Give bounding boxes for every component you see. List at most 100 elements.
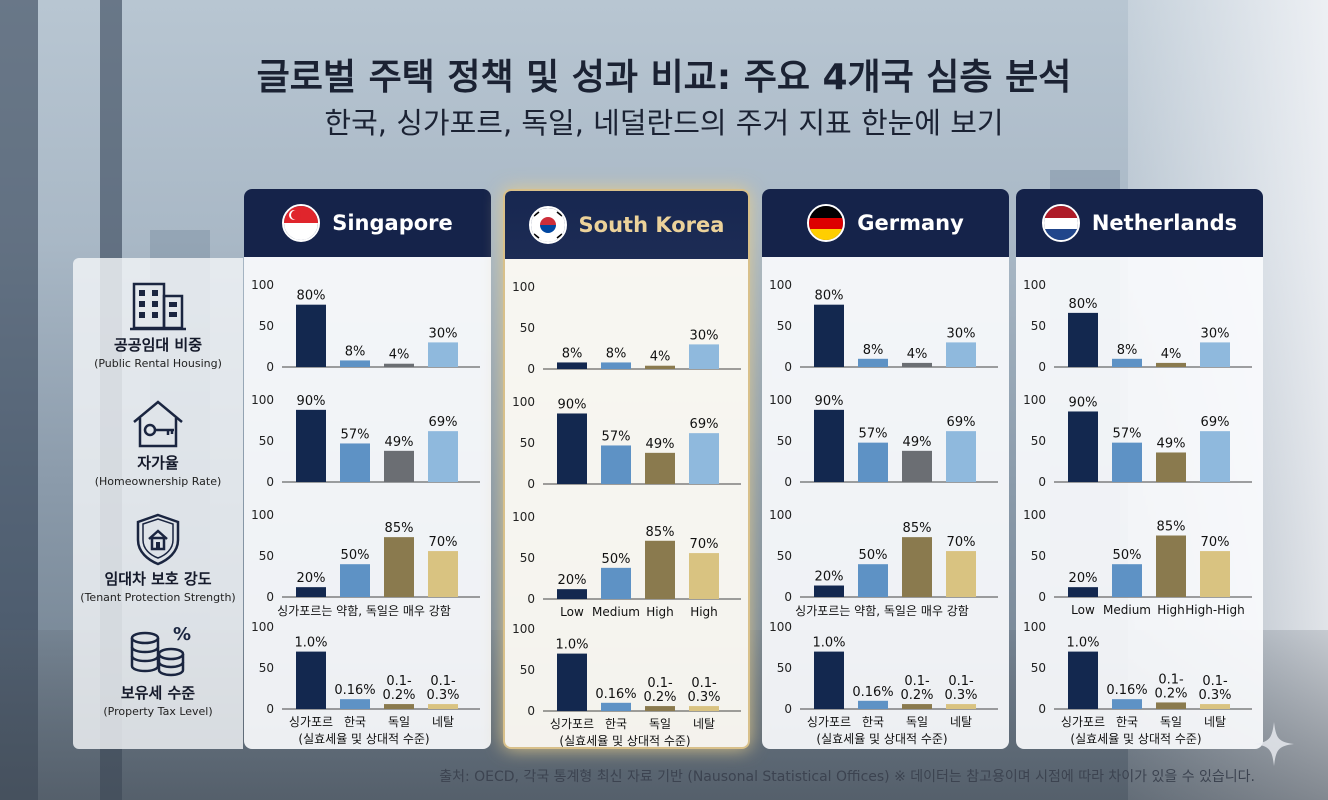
- data-label: 0.1-: [1202, 674, 1228, 689]
- country-name: Germany: [857, 211, 964, 235]
- data-label: 1.0%: [555, 638, 588, 653]
- category-label: 네탈: [950, 715, 972, 729]
- category-label: 독일: [649, 717, 671, 731]
- y-tick-label: 0: [527, 362, 535, 376]
- country-panel-south-korea: South Korea 100 50 0 8% 8% 4% 30% 100 50 0 90% 57% 4…: [503, 189, 750, 749]
- y-tick-label: 0: [784, 475, 792, 489]
- bar-chart-1: 100 50 0 8% 8% 4% 30%: [512, 280, 741, 376]
- data-label: 90%: [815, 394, 844, 409]
- category-label: Medium: [592, 605, 640, 619]
- house-key-icon: [133, 400, 183, 448]
- y-tick-label: 100: [769, 393, 792, 407]
- category-label: 한국: [605, 717, 627, 731]
- chart-caption: 싱가포르는 약함, 독일은 매우 강함: [795, 603, 969, 618]
- y-tick-label: 50: [259, 549, 274, 563]
- germany-flag-icon: [807, 204, 846, 242]
- data-label: 0.2%: [1154, 686, 1187, 701]
- data-label: 0.1-: [430, 674, 456, 689]
- y-tick-label: 100: [769, 278, 792, 292]
- data-label: 70%: [947, 535, 976, 550]
- bar: [296, 409, 326, 482]
- data-label: 0.1-: [948, 674, 974, 689]
- y-tick-label: 0: [527, 477, 535, 491]
- category-label: 한국: [344, 715, 366, 729]
- bar-chart-3: 100 50 0 20% 50% 85% 70% 싱가포르는 약함, 독일은 매우 강함: [251, 508, 480, 618]
- y-tick-label: 0: [1038, 360, 1046, 374]
- y-tick-label: 50: [1031, 434, 1046, 448]
- data-label: 0.1-: [691, 676, 717, 691]
- data-label: 50%: [341, 548, 370, 563]
- bar: [601, 567, 631, 599]
- bar: [1156, 702, 1186, 709]
- bar: [814, 585, 844, 597]
- data-label: 0.1-: [647, 676, 673, 691]
- data-label: 70%: [690, 537, 719, 552]
- bar: [1112, 442, 1142, 482]
- category-label: 독일: [1160, 715, 1182, 729]
- data-label: 1.0%: [1066, 636, 1099, 651]
- data-label: 80%: [1069, 297, 1098, 312]
- y-tick-label: 0: [527, 704, 535, 718]
- bar: [814, 304, 844, 367]
- data-label: 69%: [1201, 415, 1230, 430]
- bar-chart-3: 100 50 0 20% Low 50% Medium 85% High 70% High-High: [1023, 508, 1252, 617]
- panel-header: South Korea: [505, 191, 748, 259]
- data-label: 49%: [385, 435, 414, 450]
- data-label: 70%: [429, 535, 458, 550]
- bar: [902, 537, 932, 597]
- data-label: 0.2%: [643, 690, 676, 705]
- data-label: 49%: [903, 435, 932, 450]
- category-label: 네탈: [693, 717, 715, 731]
- data-label: 4%: [650, 350, 671, 365]
- bar: [814, 651, 844, 709]
- data-label: 30%: [690, 328, 719, 343]
- charts-germany: 100 50 0 80% 8% 4% 30% 100 50 0 90% 57% 49% 69% 100 50 0…: [769, 278, 998, 746]
- y-tick-label: 100: [512, 510, 535, 524]
- chart-caption: (실효세율 및 상대적 수준): [816, 732, 947, 746]
- category-label: High: [690, 605, 718, 619]
- bar-chart-4: 1005001.0%싱가포르0.16%한국0.1-0.2%독일0.1-0.3%네…: [1023, 620, 1252, 746]
- data-label: 20%: [815, 570, 844, 585]
- y-tick-label: 50: [520, 321, 535, 335]
- data-label: 8%: [606, 346, 627, 361]
- bar: [1156, 452, 1186, 482]
- panel-header: Singapore: [244, 189, 491, 257]
- row-label-homeownership: 자가율 (Homeownership Rate): [73, 398, 243, 488]
- bar: [384, 363, 414, 367]
- data-label: 4%: [1161, 347, 1182, 362]
- netherlands-flag-icon: [1041, 204, 1080, 242]
- row-label-public-rental: 공공임대 비중 (Public Rental Housing): [73, 280, 243, 370]
- category-label: 싱가포르: [550, 717, 594, 731]
- data-label: 8%: [863, 343, 884, 358]
- row-label-ko: 임대차 보호 강도: [104, 570, 212, 588]
- bar: [1112, 564, 1142, 597]
- bar: [645, 706, 675, 711]
- data-label: 20%: [1069, 571, 1098, 586]
- data-label: 30%: [1201, 326, 1230, 341]
- y-tick-label: 50: [1031, 549, 1046, 563]
- data-label: 90%: [297, 394, 326, 409]
- bar: [384, 450, 414, 482]
- y-tick-label: 50: [1031, 661, 1046, 675]
- bar: [645, 452, 675, 484]
- y-tick-label: 0: [266, 475, 274, 489]
- category-label: 한국: [1116, 715, 1138, 729]
- data-label: 50%: [859, 548, 888, 563]
- y-tick-label: 50: [777, 319, 792, 333]
- y-tick-label: 100: [769, 508, 792, 522]
- y-tick-label: 50: [520, 551, 535, 565]
- bar: [601, 445, 631, 484]
- page-subtitle: 한국, 싱가포르, 독일, 네덜란드의 주거 지표 한눈에 보기: [324, 106, 1004, 140]
- category-label: 한국: [862, 715, 884, 729]
- bar: [557, 362, 587, 369]
- bar-chart-1: 100 50 0 80% 8% 4% 30%: [251, 278, 480, 374]
- bar: [601, 702, 631, 711]
- bar: [946, 431, 976, 482]
- chart-caption: 싱가포르는 약함, 독일은 매우 강함: [277, 603, 451, 618]
- sparkle-icon: [1254, 722, 1294, 766]
- y-tick-label: 100: [1023, 278, 1046, 292]
- bar: [645, 365, 675, 369]
- country-panel-netherlands: Netherlands 100 50 0 80% 8% 4% 30% 100 50 0 90% 57%…: [1016, 189, 1263, 749]
- bar: [1068, 587, 1098, 597]
- y-tick-label: 100: [1023, 393, 1046, 407]
